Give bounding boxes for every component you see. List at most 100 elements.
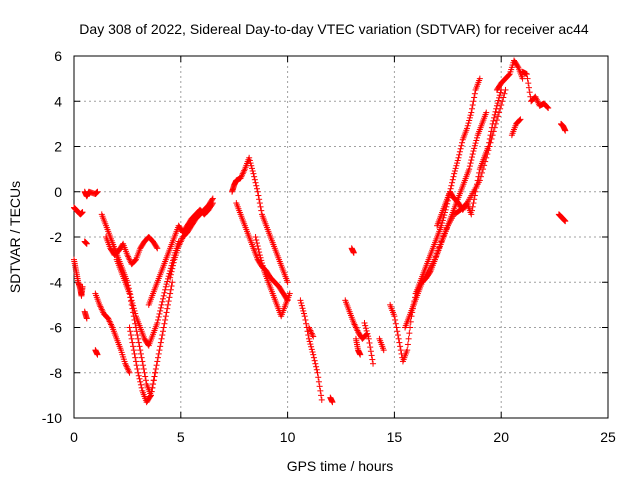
data-point xyxy=(517,116,524,123)
data-point-interp xyxy=(466,114,473,121)
data-point xyxy=(126,324,133,331)
data-point-interp xyxy=(442,227,449,234)
x-tick-label: 20 xyxy=(493,429,509,445)
data-point-interp xyxy=(164,278,171,285)
data-point-interp xyxy=(316,383,323,390)
data-point xyxy=(370,360,377,367)
data-point-interp xyxy=(253,240,260,247)
data-point-interp xyxy=(157,304,164,311)
data-point-interp xyxy=(495,97,502,104)
data-point-interp xyxy=(488,124,495,131)
data-point xyxy=(164,301,171,308)
data-point-interp xyxy=(448,182,455,189)
data-point-interp xyxy=(449,179,456,186)
data-point-interp xyxy=(439,220,446,227)
data-point-interp xyxy=(364,330,371,337)
data-point-interp xyxy=(302,316,309,323)
data-point xyxy=(365,335,372,342)
data-point-interp xyxy=(471,196,478,203)
data-point-interp xyxy=(300,307,307,314)
data-point-interp xyxy=(138,384,145,391)
data-point-interp xyxy=(365,333,372,340)
data-point-interp xyxy=(147,393,154,400)
data-point-interp xyxy=(397,343,404,350)
data-point-interp xyxy=(137,378,144,385)
data-point-interp xyxy=(494,113,501,120)
data-point-interp xyxy=(457,145,464,152)
data-point-interp xyxy=(162,286,169,293)
data-point-interp xyxy=(468,157,475,164)
data-point-interp xyxy=(486,135,493,142)
data-point-interp xyxy=(469,102,476,109)
data-point-interp xyxy=(469,203,476,210)
data-point-interp xyxy=(490,117,497,124)
data-point-interp xyxy=(247,160,254,167)
data-point-interp xyxy=(450,173,457,180)
data-point-interp xyxy=(451,168,458,175)
data-point xyxy=(468,211,475,218)
data-point-interp xyxy=(157,307,164,314)
data-point-interp xyxy=(209,196,216,203)
data-point-interp xyxy=(456,148,463,155)
data-point-interp xyxy=(160,328,166,335)
data-point-interp xyxy=(127,332,134,339)
x-tick-label: 25 xyxy=(600,429,616,445)
data-point-interp xyxy=(162,316,169,323)
data-point-interp xyxy=(163,309,170,316)
data-point xyxy=(489,120,496,127)
data-point-interp xyxy=(128,335,135,342)
data-point xyxy=(314,369,321,376)
data-point xyxy=(94,351,101,358)
data-point-interp xyxy=(169,265,176,272)
data-point-interp xyxy=(155,354,162,361)
x-tick-label: 0 xyxy=(70,429,78,445)
data-point-interp xyxy=(127,298,134,305)
data-point xyxy=(404,347,411,354)
data-point-interp xyxy=(453,162,460,169)
data-point-interp xyxy=(498,102,505,109)
data-point-interp xyxy=(452,165,459,172)
y-tick-label: 0 xyxy=(54,184,62,200)
data-point xyxy=(79,209,86,216)
data-point-interp xyxy=(362,322,369,329)
data-point-interp xyxy=(394,332,401,339)
data-point-interp xyxy=(167,286,174,293)
data-point-interp xyxy=(308,343,315,350)
data-point xyxy=(431,256,438,263)
data-point-interp xyxy=(306,338,313,345)
data-point xyxy=(318,396,325,403)
data-point-interp xyxy=(454,160,461,167)
data-point-interp xyxy=(440,233,447,240)
data-point-interp xyxy=(138,354,145,361)
data-point xyxy=(152,369,159,376)
data-point-interp xyxy=(300,310,307,317)
data-point-interp xyxy=(260,265,267,272)
data-point-interp xyxy=(492,108,499,115)
data-point-interp xyxy=(153,244,160,251)
data-point-interp xyxy=(496,94,503,101)
data-point-interp xyxy=(259,262,266,269)
data-point xyxy=(466,166,473,173)
data-point-interp xyxy=(134,332,141,339)
data-point-interp xyxy=(311,357,318,364)
data-point-interp xyxy=(318,392,325,399)
data-point xyxy=(256,252,263,259)
data-point xyxy=(154,319,161,326)
data-point xyxy=(451,170,458,177)
data-point-interp xyxy=(473,181,480,188)
data-point-interp xyxy=(437,241,444,248)
data-point-interp xyxy=(317,387,324,394)
data-point-interp xyxy=(315,374,322,381)
data-point-interp xyxy=(155,316,162,323)
y-tick-label: 6 xyxy=(54,48,62,64)
data-point-interp xyxy=(312,360,319,367)
data-point-interp xyxy=(130,302,137,309)
data-point-interp xyxy=(168,268,175,275)
data-point xyxy=(438,238,445,245)
data-point-interp xyxy=(469,207,476,214)
data-point-interp xyxy=(257,203,264,210)
data-point-interp xyxy=(487,132,494,139)
data-point-interp xyxy=(367,348,374,355)
data-point xyxy=(391,313,398,320)
data-point-interp xyxy=(167,290,174,297)
